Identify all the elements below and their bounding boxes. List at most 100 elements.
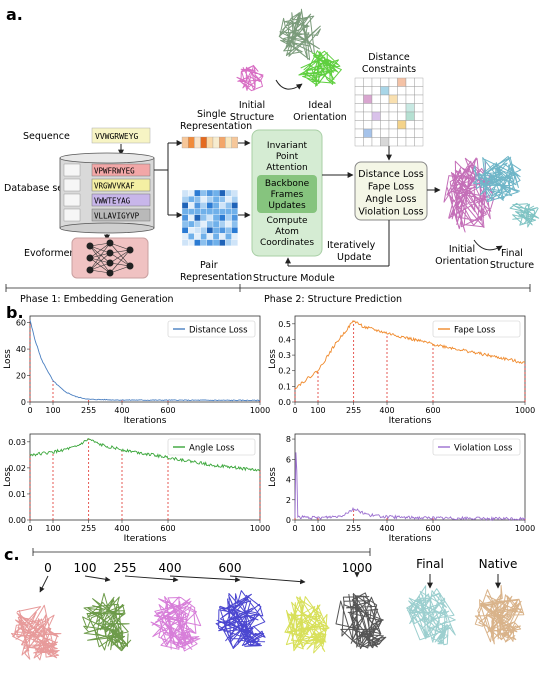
- y-tick-label: 0.00: [8, 516, 26, 525]
- milestone-label: 100: [74, 561, 97, 575]
- msa-sequence: VRGWVVKAF: [94, 182, 135, 191]
- series-line: [29, 319, 261, 402]
- y-tick-label: 40: [16, 345, 26, 354]
- x-tick-label: 255: [346, 524, 361, 533]
- structure-snapshot: [82, 592, 132, 652]
- milestone-label: 0: [44, 561, 52, 575]
- structure-snapshot: [215, 590, 266, 649]
- compute-text: Compute Atom Coordinates: [260, 216, 314, 248]
- y-tick-label: 0.5: [278, 320, 291, 329]
- phase2-label: Phase 2: Structure Prediction: [264, 294, 402, 305]
- distance-constraints-label-2: Constraints: [362, 64, 416, 75]
- y-axis-label: Loss: [268, 349, 278, 369]
- x-tick-label: 400: [114, 524, 129, 533]
- x-tick-label: 0: [292, 406, 297, 415]
- x-tick-label: 0: [27, 524, 32, 533]
- msa-box: [91, 178, 151, 192]
- y-axis-label: Loss: [268, 467, 278, 487]
- pair-representation: [181, 189, 238, 246]
- distance-constraints-label-1: Distance: [368, 52, 410, 63]
- milestone-label: 400: [159, 561, 182, 575]
- loss-item: Angle Loss: [366, 194, 417, 205]
- initial-orientation-label-1: Initial: [449, 244, 475, 255]
- distance-constraints-grid: [354, 77, 424, 147]
- x-tick-label: 0: [27, 406, 32, 415]
- x-axis-label: Iterations: [124, 534, 167, 544]
- x-tick-label: 400: [379, 524, 394, 533]
- panel-label-c: c.: [4, 545, 20, 564]
- panel-label-b: b.: [6, 303, 24, 322]
- structure-snapshot: [406, 585, 456, 646]
- x-tick-label: 600: [425, 524, 440, 533]
- legend-box: [167, 320, 256, 338]
- iter-update-label-2: Update: [337, 252, 372, 263]
- x-tick-label: 100: [310, 406, 325, 415]
- legend-label: Distance Loss: [189, 326, 248, 336]
- legend-label: Angle Loss: [189, 444, 235, 454]
- pair-rep-label-2: Representation: [180, 272, 252, 283]
- series-line: [294, 452, 526, 522]
- initial-structure-image: [236, 64, 264, 92]
- y-tick-label: 0.3: [278, 351, 291, 360]
- x-tick-label: 1000: [515, 524, 535, 533]
- structure-progression: 0 100 255 400 600 1000 Final Native: [11, 548, 525, 661]
- y-tick-label: 20: [16, 372, 26, 381]
- structure-module-label: Structure Module: [253, 273, 335, 284]
- y-tick-label: 0: [286, 516, 291, 525]
- y-axis-label: Loss: [3, 467, 13, 487]
- final-label: Final: [416, 557, 444, 571]
- y-tick-label: 0.4: [278, 335, 291, 344]
- x-tick-label: 1000: [515, 406, 535, 415]
- species-icon: [63, 208, 81, 222]
- final-structure-image: [509, 202, 540, 228]
- initial-structure-label-2: Structure: [230, 112, 274, 123]
- species-icon: [63, 163, 81, 177]
- structure-snapshot: [335, 592, 387, 650]
- y-tick-label: 0.0: [278, 398, 291, 407]
- evoformer-label: Evoformer: [24, 248, 73, 259]
- initial-orientation-label-2: Orientation: [435, 256, 489, 267]
- loss-item: Violation Loss: [358, 207, 423, 218]
- x-tick-label: 600: [160, 524, 175, 533]
- native-label: Native: [479, 557, 518, 571]
- neural-network-icon: [86, 239, 134, 277]
- msa-row: VLLAVIGYVP: [63, 208, 151, 222]
- y-tick-label: 0.01: [8, 490, 26, 499]
- y-tick-label: 0: [21, 398, 26, 407]
- ideal-orientation-label-2: Orientation: [293, 112, 347, 123]
- x-tick-label: 255: [346, 406, 361, 415]
- loss-item: Distance Loss: [358, 169, 423, 180]
- structure-snapshot: [474, 585, 525, 645]
- msa-sequence: VWWTEYAG: [94, 197, 131, 206]
- initial-structure-label-1: Initial: [239, 100, 265, 111]
- y-tick-label: 4: [286, 476, 291, 485]
- sequence-box: [91, 127, 151, 144]
- milestone-label: 255: [114, 561, 137, 575]
- final-structure-label-1: Final: [501, 248, 523, 259]
- y-tick-label: 6: [286, 455, 291, 464]
- phase1-label: Phase 1: Embedding Generation: [20, 294, 174, 305]
- sequence-label: Sequence: [23, 131, 70, 142]
- legend-box: [432, 438, 521, 456]
- y-tick-label: 2: [286, 496, 291, 505]
- ipa-text: Invariant Point Attention: [266, 141, 308, 173]
- x-tick-label: 100: [45, 406, 60, 415]
- msa-row: VWWTEYAG: [63, 193, 151, 207]
- species-icon: [63, 193, 81, 207]
- x-tick-label: 100: [45, 524, 60, 533]
- final-structure-label-2: Structure: [490, 260, 534, 271]
- pair-rep-label-1: Pair: [200, 260, 218, 271]
- x-axis-label: Iterations: [389, 416, 432, 426]
- msa-box: [91, 208, 151, 222]
- iter-update-label-1: Iteratively: [327, 240, 376, 251]
- msa-row: VPWFRWYEG: [63, 163, 151, 177]
- species-icon: [63, 178, 81, 192]
- msa-box: [91, 163, 151, 177]
- series-line: [29, 438, 261, 472]
- y-tick-label: 8: [286, 435, 291, 444]
- legend-label: Violation Loss: [454, 444, 513, 454]
- y-tick-label: 0.1: [278, 382, 291, 391]
